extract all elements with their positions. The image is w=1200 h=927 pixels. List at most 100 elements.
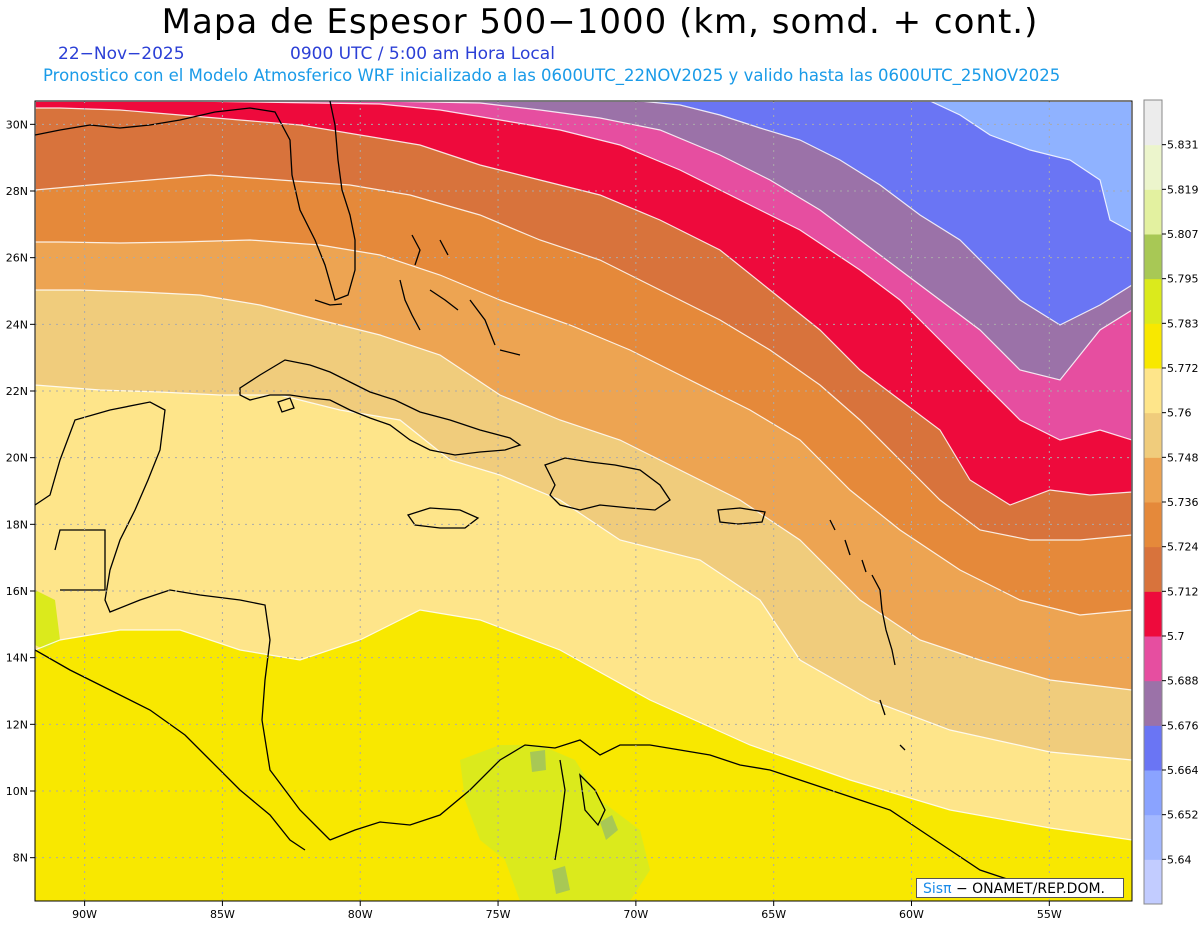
colorbar-label: 5.652 <box>1167 809 1199 822</box>
latitude-tick-label: 20N <box>6 452 28 465</box>
colorbar-swatch <box>1144 412 1162 458</box>
colorbar-swatch <box>1144 189 1162 235</box>
coastlines <box>35 101 1041 891</box>
colorbar-label: 5.712 <box>1167 585 1199 598</box>
contour-line <box>35 101 1132 691</box>
longitude-tick-label: 55W <box>1037 908 1062 921</box>
contour-line <box>35 101 1132 616</box>
contour-line <box>35 101 1132 541</box>
longitude-tick-label: 75W <box>486 908 511 921</box>
band-light-blue <box>930 101 1132 232</box>
colorbar: 5.64 5.652 5.664 5.676 5.688 5.7 5.712 5.724 5.7… <box>1143 99 1199 905</box>
credit-text: − ONAMET/REP.DOM. <box>951 881 1106 897</box>
band-green <box>552 866 570 894</box>
coastline-yucatan <box>35 401 331 841</box>
map-title: Mapa de Espesor 500−1000 (km, somd. + co… <box>161 2 1039 42</box>
latitude-tick-label: 24N <box>6 318 28 331</box>
lat-lon-gridlines <box>35 101 1132 901</box>
colorbar-swatch <box>1144 770 1162 816</box>
coastline-florida-keys <box>314 299 343 306</box>
contour-line <box>35 101 1132 841</box>
credit-brand: Sisπ <box>923 881 952 897</box>
colorbar-swatch <box>1144 323 1162 369</box>
colorbar-label: 5.76 <box>1167 407 1192 420</box>
colorbar-swatch <box>1144 100 1162 146</box>
colorbar-label: 5.748 <box>1167 451 1199 464</box>
band-green <box>600 815 618 840</box>
longitude-axis: 90W 85W 80W 75W 70W 65W 60W 55W <box>72 901 1062 921</box>
contour-line <box>639 101 1132 326</box>
contour-line <box>189 101 1132 441</box>
longitude-tick-label: 70W <box>623 908 648 921</box>
thickness-contours <box>35 101 1132 841</box>
coastline-pacific-central-america <box>35 649 306 851</box>
colorbar-label: 5.724 <box>1167 541 1199 554</box>
band-blue <box>640 101 1132 325</box>
contour-line <box>35 101 1132 506</box>
contour-line <box>929 101 1132 233</box>
latitude-tick-label: 8N <box>13 852 28 865</box>
colorbar-swatch <box>1144 368 1162 414</box>
colorbar-swatch <box>1144 144 1162 190</box>
latitude-tick-label: 22N <box>6 385 28 398</box>
forecast-description: Pronostico con el Modelo Atmosferico WRF… <box>43 66 1061 85</box>
plot-frame <box>34 100 1133 902</box>
coastline-lake-maracaibo <box>579 773 606 827</box>
forecast-time: 0900 UTC / 5:00 am Hora Local <box>290 44 555 64</box>
latitude-tick-label: 30N <box>6 118 28 131</box>
longitude-tick-label: 60W <box>899 908 924 921</box>
latitude-tick-label: 10N <box>6 785 28 798</box>
coastline-south-america <box>329 739 1041 891</box>
coastline-florida <box>35 101 356 301</box>
colorbar-swatch <box>1144 546 1162 592</box>
coastline-isla-juventud <box>277 397 295 413</box>
longitude-tick-label: 90W <box>72 908 97 921</box>
forecast-date: 22−Nov−2025 <box>58 44 185 64</box>
colorbar-label: 5.64 <box>1167 853 1192 866</box>
colorbar-swatch <box>1144 457 1162 503</box>
contour-line <box>379 101 1132 381</box>
colorbar-swatch <box>1144 859 1162 905</box>
coastline-jamaica <box>406 507 480 529</box>
colorbar-swatch <box>1144 234 1162 280</box>
contour-line <box>35 101 1132 761</box>
colorbar-label: 5.831 <box>1167 139 1199 152</box>
colorbar-label: 5.772 <box>1167 362 1199 375</box>
colorbar-label: 5.819 <box>1167 183 1199 196</box>
colorbar-label: 5.688 <box>1167 675 1199 688</box>
colorbar-label: 5.7 <box>1167 630 1185 643</box>
latitude-tick-label: 28N <box>6 185 28 198</box>
longitude-tick-label: 65W <box>761 908 786 921</box>
colorbar-label: 5.807 <box>1167 228 1199 241</box>
longitude-tick-label: 80W <box>348 908 373 921</box>
colorbar-swatch <box>1144 636 1162 682</box>
coastline-puerto-rico <box>717 507 766 525</box>
colorbar-label: 5.676 <box>1167 719 1199 732</box>
coastline-cuba <box>239 359 522 456</box>
colorbar-swatch <box>1144 680 1162 726</box>
band-green <box>530 750 546 772</box>
latitude-tick-label: 12N <box>6 718 28 731</box>
coastline-bahamas <box>399 234 521 356</box>
colorbar-swatch <box>1144 725 1162 771</box>
coastline-gulf-venezuela <box>554 759 566 861</box>
latitude-axis: 30N 28N 26N 24N 22N 20N 18N 16N 14N 12N 10N 8N <box>6 118 35 865</box>
coastline-hispaniola <box>544 457 671 511</box>
colorbar-label: 5.783 <box>1167 317 1199 330</box>
latitude-tick-label: 14N <box>6 652 28 665</box>
colorbar-swatch <box>1144 278 1162 324</box>
credit-box: Sisπ − ONAMET/REP.DOM. <box>916 878 1124 898</box>
colorbar-swatch <box>1144 502 1162 548</box>
band-yellow-green <box>35 590 60 650</box>
longitude-tick-label: 85W <box>210 908 235 921</box>
coastline-lesser-antilles <box>829 519 906 751</box>
latitude-tick-label: 16N <box>6 585 28 598</box>
border-mexico-guatemala <box>54 529 106 591</box>
colorbar-label: 5.795 <box>1167 273 1199 286</box>
thickness-bands <box>35 101 1132 901</box>
colorbar-swatch <box>1144 591 1162 637</box>
colorbar-label: 5.664 <box>1167 764 1199 777</box>
latitude-tick-label: 18N <box>6 518 28 531</box>
